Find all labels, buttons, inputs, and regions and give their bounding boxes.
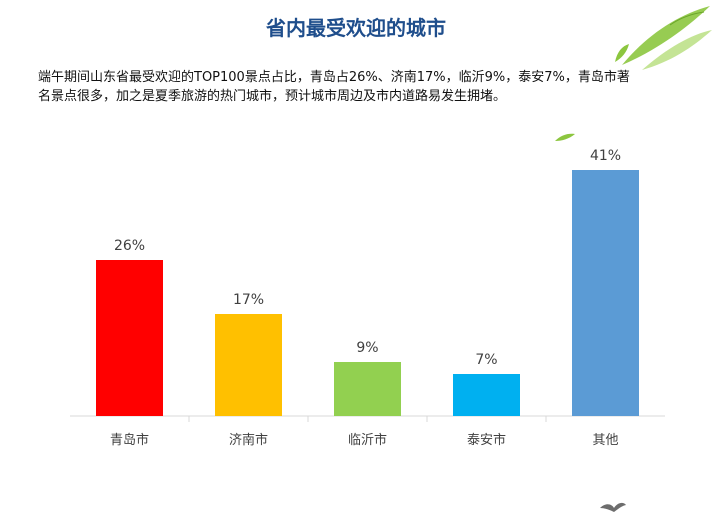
data-label: 7% — [475, 352, 497, 368]
x-tick-label: 泰安市 — [467, 432, 506, 448]
data-label: 9% — [356, 340, 378, 356]
data-label: 17% — [233, 292, 264, 308]
leaf-icon — [615, 44, 629, 62]
x-tick-label: 济南市 — [229, 432, 268, 448]
page-title: 省内最受欢迎的城市 — [266, 16, 446, 40]
description-text: 端午期间山东省最受欢迎的TOP100景点占比，青岛占26%、济南17%，临沂9%… — [38, 70, 630, 104]
data-label: 26% — [114, 238, 145, 254]
bar — [96, 260, 163, 416]
bar — [334, 362, 401, 416]
bar — [572, 170, 639, 416]
bird-icon — [600, 502, 626, 512]
x-tick-label: 其他 — [592, 433, 618, 448]
leaf-icon — [555, 133, 575, 141]
bamboo-leaf-icon — [622, 6, 712, 70]
x-tick-label: 青岛市 — [110, 432, 149, 448]
data-label: 41% — [590, 148, 621, 164]
bar — [453, 374, 520, 416]
x-tick-label: 临沂市 — [348, 432, 387, 448]
bar — [215, 314, 282, 416]
